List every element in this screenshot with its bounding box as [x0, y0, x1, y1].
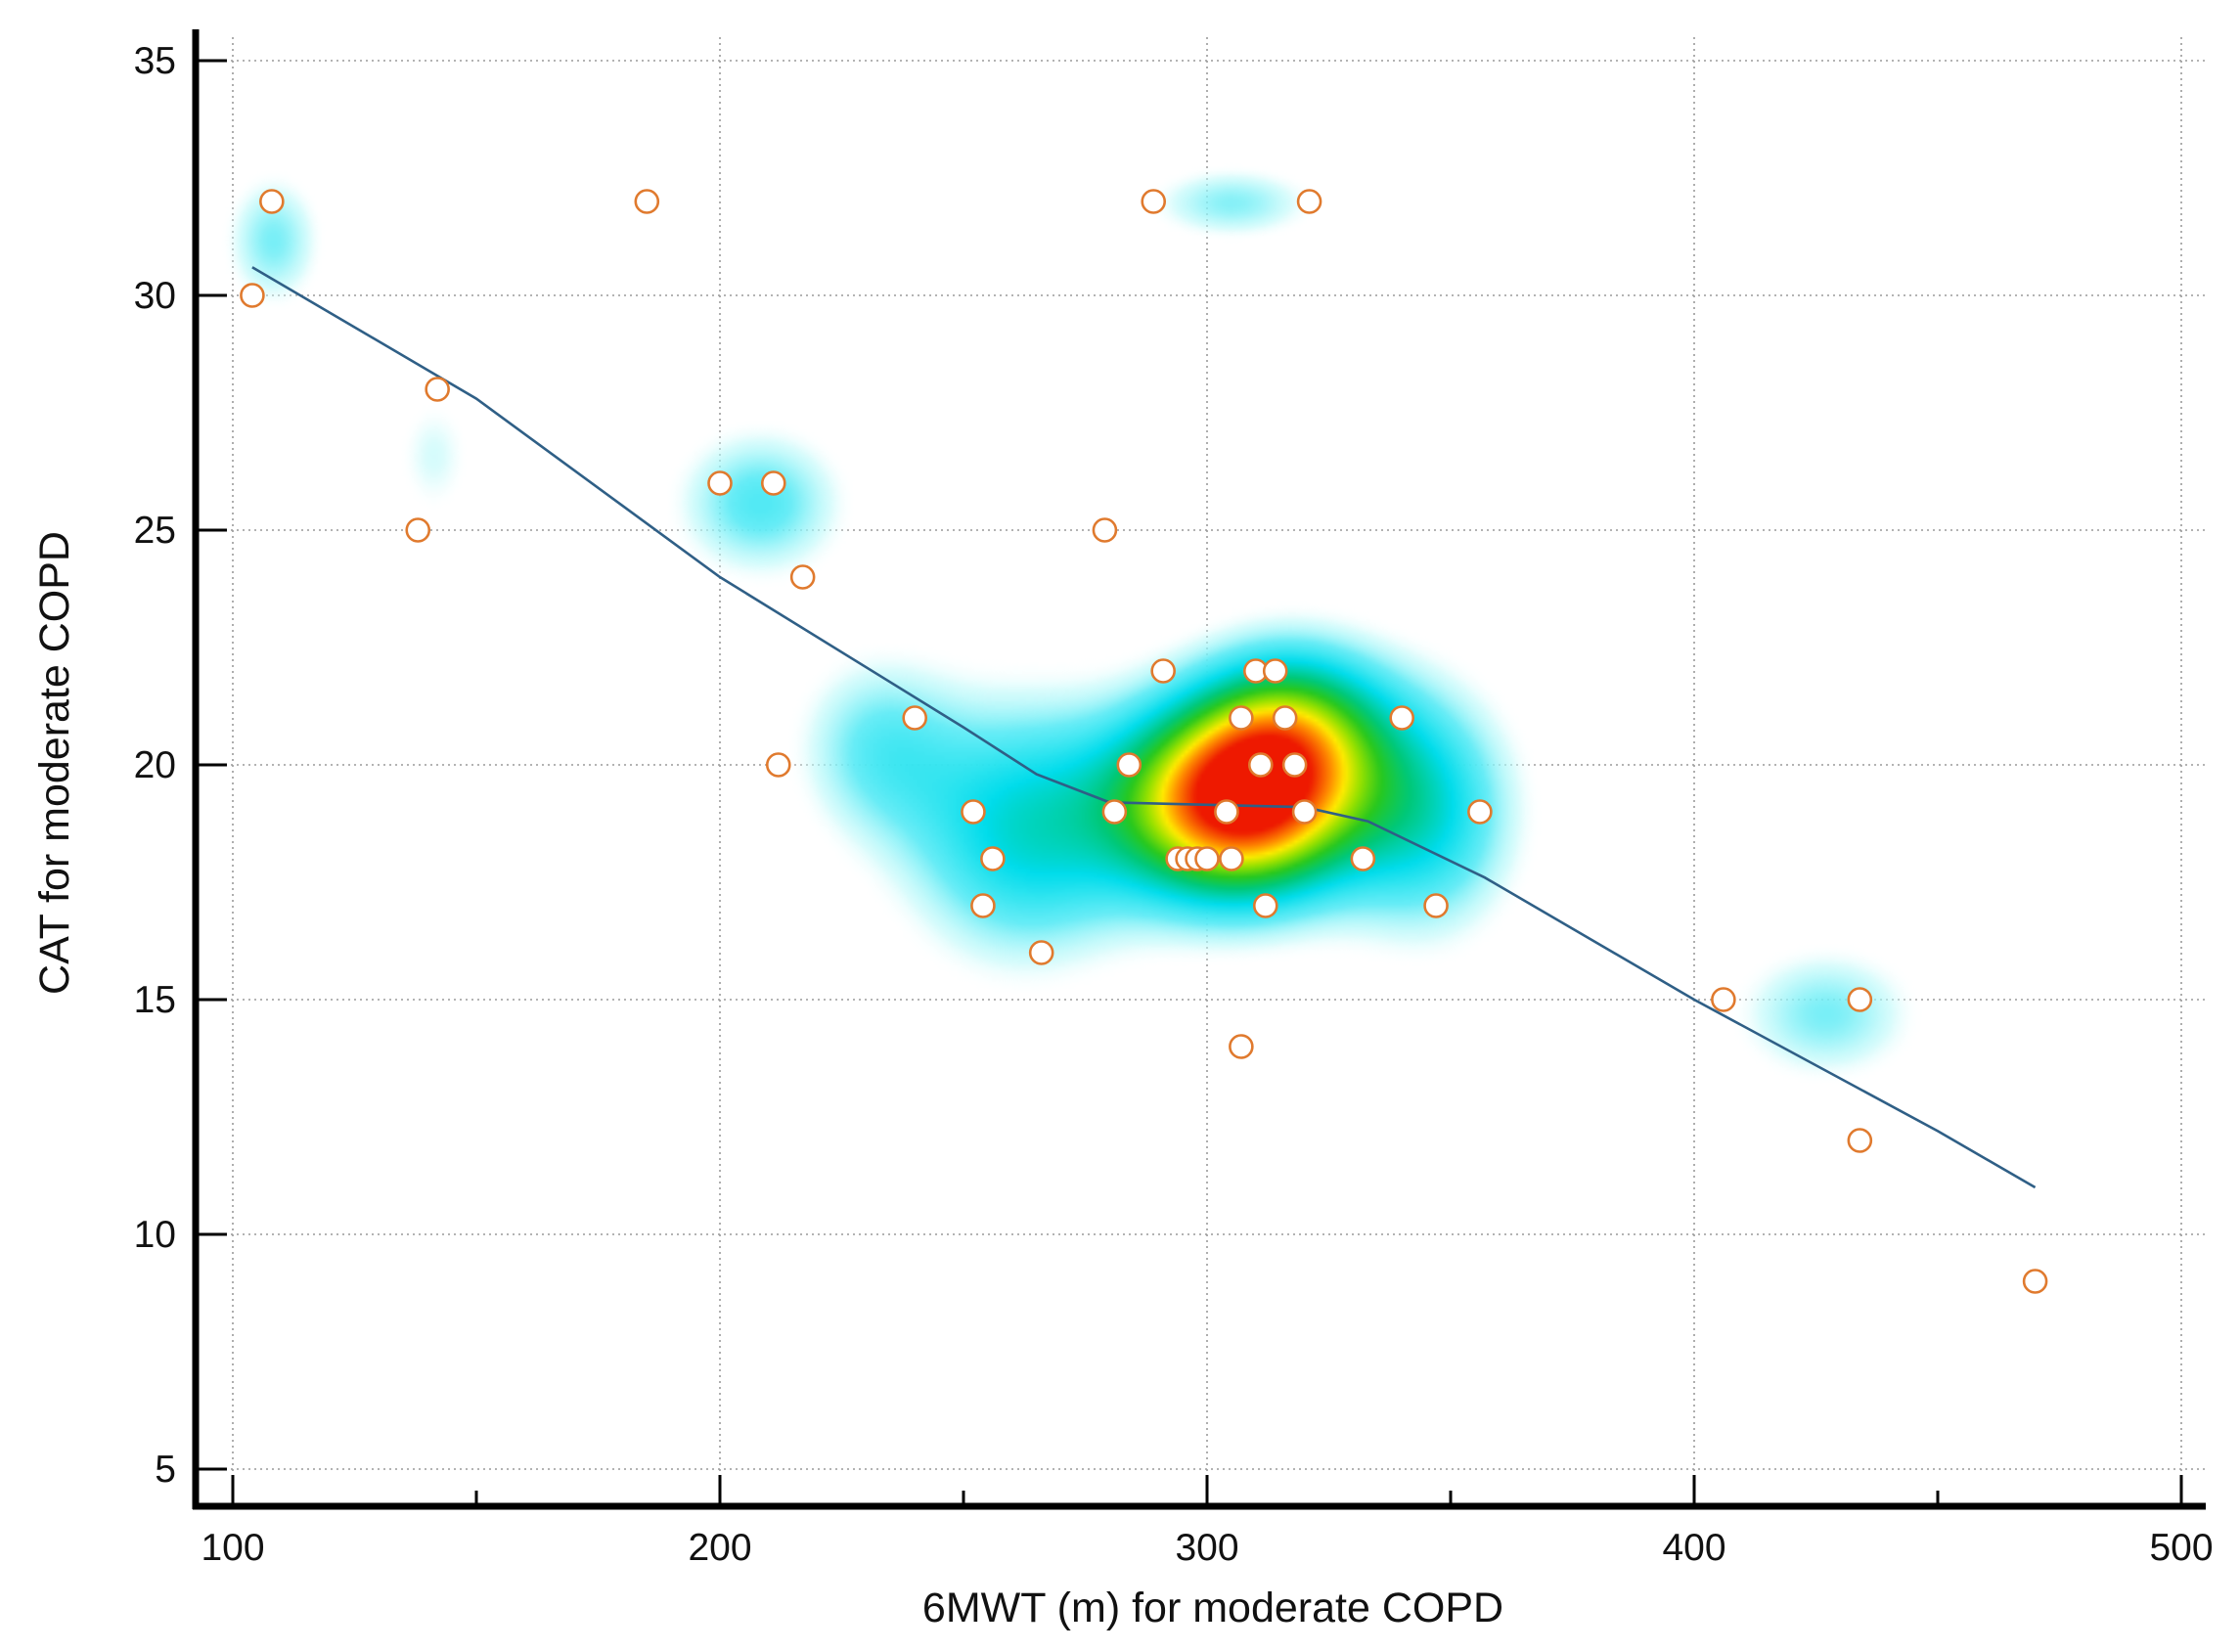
data-point: [1711, 987, 1736, 1012]
y-tick-label: 25: [134, 510, 176, 552]
data-point: [1219, 846, 1244, 871]
data-point: [425, 377, 450, 402]
data-point: [1247, 752, 1274, 778]
data-point: [970, 893, 996, 918]
data-point: [1467, 799, 1493, 825]
x-tick-label: 200: [688, 1527, 751, 1569]
fit-line-layer: [251, 266, 2037, 1189]
data-point: [1092, 517, 1118, 543]
fit-line: [251, 266, 2037, 1189]
data-point: [1150, 658, 1176, 684]
data-point: [1229, 1034, 1254, 1059]
data-point: [1101, 799, 1128, 825]
y-tick-label: 15: [134, 979, 176, 1021]
data-point: [259, 189, 285, 214]
data-point: [1116, 752, 1142, 778]
data-point: [1847, 987, 1873, 1012]
data-point: [1252, 893, 1278, 918]
y-tick-label: 20: [134, 744, 176, 786]
data-points: [240, 189, 2048, 1294]
x-tick-label: 500: [2149, 1527, 2213, 1569]
data-point: [2022, 1269, 2048, 1294]
data-point: [1291, 799, 1318, 825]
data-point: [789, 564, 816, 590]
data-point: [707, 470, 733, 496]
y-tick-label: 30: [134, 275, 176, 317]
data-point: [1389, 705, 1414, 731]
data-point: [634, 189, 660, 214]
data-point: [1272, 705, 1298, 731]
data-point: [1194, 846, 1220, 871]
data-point: [1281, 752, 1308, 778]
data-point: [405, 517, 431, 543]
data-point: [1847, 1128, 1873, 1153]
y-tick-label: 5: [155, 1449, 176, 1491]
data-point: [1262, 658, 1288, 684]
data-point: [765, 752, 791, 778]
data-point: [1214, 799, 1239, 825]
x-axis-title: 6MWT (m) for moderate COPD: [922, 1585, 1503, 1631]
data-point: [980, 846, 1006, 871]
y-tick-label: 10: [134, 1214, 176, 1256]
data-point: [1028, 940, 1054, 965]
data-point: [1141, 189, 1167, 214]
data-point: [1423, 893, 1449, 918]
axes: 5 10 15 20 25 30 35 100 200 300 400 500: [134, 29, 2214, 1569]
data-point: [1350, 846, 1376, 871]
data-point: [760, 470, 786, 496]
data-point: [240, 283, 265, 308]
x-tick-label: 100: [201, 1527, 264, 1569]
x-tick-label: 400: [1662, 1527, 1725, 1569]
x-tick-label: 300: [1175, 1527, 1238, 1569]
data-point: [1229, 705, 1254, 731]
data-point: [961, 799, 986, 825]
y-axis-title: CAT for moderate COPD: [31, 531, 78, 995]
y-tick-label: 35: [134, 40, 176, 82]
data-point: [902, 705, 928, 731]
data-point: [1296, 189, 1322, 214]
